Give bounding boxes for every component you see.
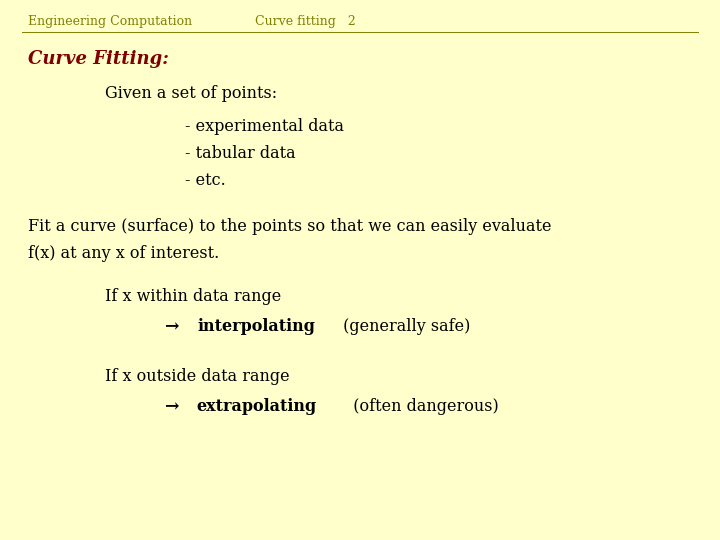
Text: (often dangerous): (often dangerous) — [343, 398, 499, 415]
Text: Engineering Computation: Engineering Computation — [28, 15, 192, 28]
Text: - experimental data: - experimental data — [185, 118, 344, 135]
Text: Curve Fitting:: Curve Fitting: — [28, 50, 169, 68]
Text: f(x) at any x of interest.: f(x) at any x of interest. — [28, 245, 220, 262]
Text: Fit a curve (surface) to the points so that we can easily evaluate: Fit a curve (surface) to the points so t… — [28, 218, 552, 235]
Text: If x within data range: If x within data range — [105, 288, 282, 305]
Text: interpolating: interpolating — [198, 318, 316, 335]
Text: If x outside data range: If x outside data range — [105, 368, 289, 385]
Text: Given a set of points:: Given a set of points: — [105, 85, 277, 102]
Text: →: → — [165, 398, 179, 415]
Text: →: → — [165, 318, 186, 335]
Text: Curve fitting   2: Curve fitting 2 — [255, 15, 356, 28]
Text: - etc.: - etc. — [185, 172, 226, 189]
Text: extrapolating: extrapolating — [196, 398, 316, 415]
Text: - tabular data: - tabular data — [185, 145, 296, 162]
Text: (generally safe): (generally safe) — [338, 318, 470, 335]
